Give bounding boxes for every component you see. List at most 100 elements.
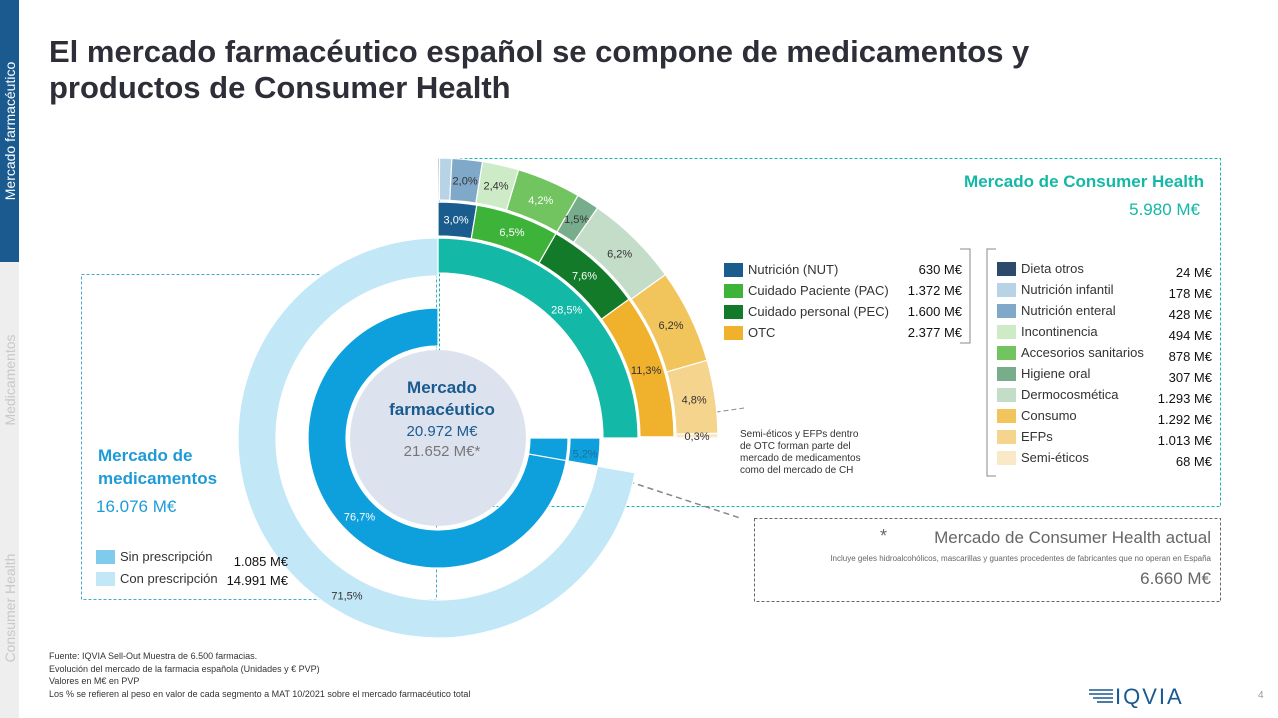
- slice-data-label: 28,5%: [551, 304, 582, 316]
- legend-swatch: [997, 451, 1016, 465]
- legend-label: Nutrición enteral: [1021, 303, 1116, 318]
- semi-eticos-note: Semi-éticos y EFPs dentro de OTC forman …: [740, 429, 861, 476]
- slice-data-label: 2,4%: [483, 181, 508, 193]
- slice-data-label: 0,3%: [684, 431, 709, 443]
- slice-data-label: 76,7%: [344, 511, 375, 523]
- legend-label-con-prescripcion: Con prescripción: [120, 571, 218, 586]
- legend-label: EFPs: [1021, 429, 1053, 444]
- legend-label: Nutrición (NUT): [748, 262, 839, 277]
- legend-label: Nutrición infantil: [1021, 282, 1114, 297]
- footer-line: Evolución del mercado de la farmacia esp…: [49, 663, 320, 674]
- legend-label: Semi-éticos: [1021, 450, 1089, 465]
- legend-swatch: [997, 283, 1016, 297]
- slice-data-label: 3,0%: [444, 215, 469, 227]
- legend-bracket-left: [986, 248, 996, 477]
- legend-label: Cuidado personal (PEC): [748, 304, 889, 319]
- center-value-alt: 21.652 M€*: [403, 443, 481, 460]
- legend-swatch: [724, 326, 743, 340]
- legend-value: 24 M€: [1175, 265, 1212, 280]
- slice-data-label: 6,2%: [658, 320, 683, 332]
- center-label-line1: Mercado: [407, 378, 477, 397]
- page-number: 4: [1258, 690, 1264, 701]
- consumer-health-frame: [439, 158, 1221, 507]
- slice-sin-prescripcion-inner: [527, 437, 569, 462]
- legend-value: 1.293 M€: [1157, 391, 1212, 406]
- legend-swatch: [724, 305, 743, 319]
- center-value: 20.972 M€: [406, 423, 478, 440]
- slice-data-label: 6,5%: [499, 227, 524, 239]
- legend-value: 68 M€: [1175, 454, 1212, 469]
- legend-value: 307 M€: [1168, 370, 1212, 385]
- slice-data-label: 4,8%: [682, 395, 707, 407]
- actual-market-frame: [754, 518, 1221, 602]
- legend-swatch: [997, 304, 1016, 318]
- actual-title: Mercado de Consumer Health actual: [934, 528, 1211, 547]
- legend-swatch: [997, 262, 1016, 276]
- legend-swatch: [997, 409, 1016, 423]
- legend-swatch-sin-prescripcion: [96, 550, 115, 564]
- legend-value: 630 M€: [918, 262, 962, 277]
- legend-swatch: [997, 388, 1016, 402]
- logo-lines-icon: [1089, 689, 1113, 703]
- legend-label: Cuidado Paciente (PAC): [748, 283, 889, 298]
- slice-data-label: 11,3%: [631, 365, 662, 377]
- actual-value: 6.660 M€: [1140, 569, 1211, 588]
- legend-label: Consumo: [1021, 408, 1077, 423]
- footer-notes: Fuente: IQVIA Sell-Out Muestra de 6.500 …: [49, 650, 470, 700]
- slice-data-label: 6,2%: [607, 248, 632, 260]
- legend-bracket-right: [960, 248, 971, 344]
- legend-value: 1.600 M€: [907, 304, 962, 319]
- footer-line: Los % se refieren al peso en valor de ca…: [49, 688, 471, 699]
- legend-label: Accesorios sanitarios: [1021, 345, 1144, 360]
- consumer-health-total: 5.980 M€: [1129, 200, 1200, 219]
- tab-mercado-farmaceutico[interactable]: Mercado farmacéutico: [0, 0, 19, 262]
- actual-asterisk: *: [880, 526, 888, 546]
- slice-data-label: 2,0%: [453, 175, 478, 187]
- footer-line: Fuente: IQVIA Sell-Out Muestra de 6.500 …: [49, 651, 258, 661]
- consumer-health-title: Mercado de Consumer Health: [964, 172, 1204, 191]
- logo-text: IQVIA: [1115, 684, 1184, 709]
- slice-data-label: 4,2%: [528, 195, 553, 207]
- legend-swatch: [724, 263, 743, 277]
- legend-value: 878 M€: [1168, 349, 1212, 364]
- slice-mercado-de-medicamentos: [307, 307, 569, 569]
- legend-value-con-prescripcion: 14.991 M€: [226, 573, 288, 588]
- footer-line: Valores en M€ en PVP: [49, 676, 140, 686]
- legend-label: Dermocosmética: [1021, 387, 1119, 402]
- center-disc: [350, 350, 526, 526]
- legend-label: Incontinencia: [1021, 324, 1098, 339]
- page-title: El mercado farmacéutico español se compo…: [49, 34, 1030, 105]
- legend-swatch: [997, 325, 1016, 339]
- legend-swatch: [997, 346, 1016, 360]
- iqvia-logo: IQVIA: [1089, 684, 1209, 709]
- medicamentos-total: 16.076 M€: [96, 497, 177, 516]
- legend-label: OTC: [748, 325, 776, 340]
- legend-swatch-con-prescripcion: [96, 572, 115, 586]
- slice-sin-prescripcion: [567, 437, 601, 467]
- slice-con-prescripcion: [237, 237, 636, 639]
- legend-swatch: [724, 284, 743, 298]
- medicamentos-title-line1: Mercado de: [98, 446, 193, 465]
- legend-value: 1.372 M€: [907, 283, 962, 298]
- legend-swatch: [997, 367, 1016, 381]
- legend-swatch: [997, 430, 1016, 444]
- legend-value: 494 M€: [1168, 328, 1212, 343]
- slice-semi-eticos: [675, 432, 719, 439]
- legend-label-sin-prescripcion: Sin prescripción: [120, 549, 213, 564]
- legend-label: Dieta otros: [1021, 261, 1084, 276]
- actual-subtitle: Incluye geles hidroalcohólicos, mascaril…: [830, 554, 1211, 563]
- center-label-line2: farmacéutico: [389, 400, 495, 419]
- legend-label: Higiene oral: [1021, 366, 1091, 381]
- legend-value: 1.013 M€: [1157, 433, 1212, 448]
- slice-otc: [600, 298, 675, 438]
- slice-data-label: 7,6%: [572, 270, 597, 282]
- slice-consumer-health: [437, 237, 639, 439]
- slice-data-label: 1,5%: [564, 214, 589, 226]
- legend-value: 178 M€: [1168, 286, 1212, 301]
- slice-data-label: 71,5%: [331, 591, 362, 603]
- sidebar-nav: Mercado farmacéutico Medicamentos Consum…: [0, 0, 19, 718]
- legend-value: 428 M€: [1168, 307, 1212, 322]
- legend-value: 1.292 M€: [1157, 412, 1212, 427]
- slice-data-label: 5,2%: [573, 448, 598, 460]
